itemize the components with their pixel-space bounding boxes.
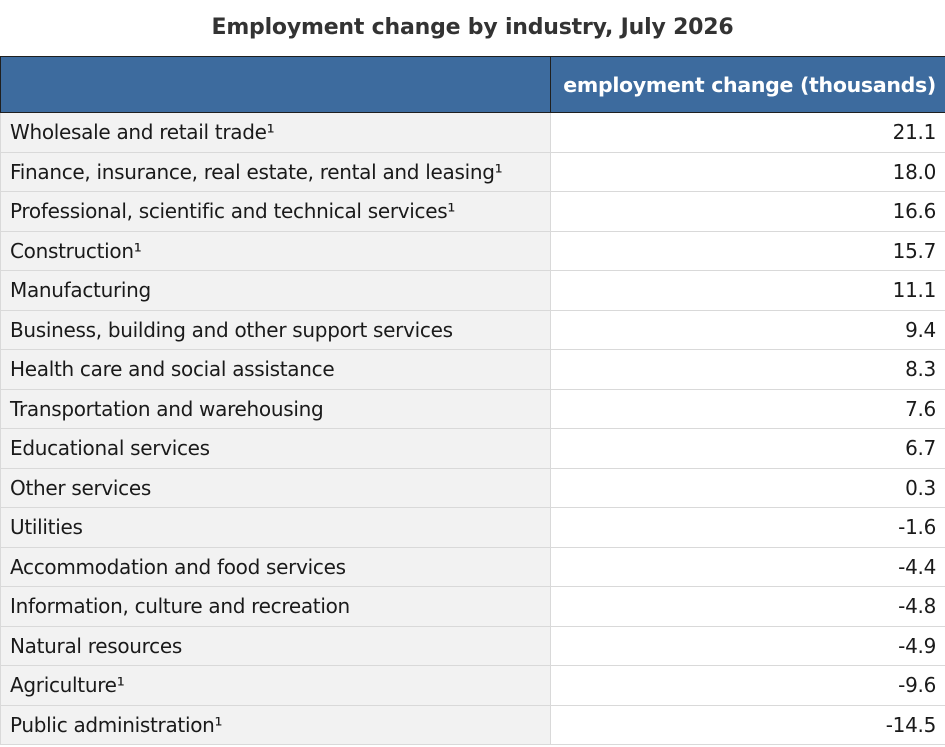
industry-label: Educational services (0, 428, 551, 469)
employment-change-value: -1.6 (550, 507, 945, 548)
table-body: Wholesale and retail trade¹ 21.1 Finance, … (0, 112, 945, 745)
industry-label: Business, building and other support ser… (0, 309, 551, 350)
employment-change-value: 11.1 (550, 270, 945, 311)
table-header: employment change (thousands) (0, 56, 945, 113)
industry-label: Wholesale and retail trade¹ (0, 112, 551, 153)
employment-change-value: 0.3 (550, 467, 945, 508)
chart-title: Employment change by industry, July 2026 (211, 15, 734, 40)
table-row: Professional, scientific and technical s… (0, 191, 945, 232)
table-row: Transportation and warehousing 7.6 (0, 388, 945, 429)
employment-change-value: 18.0 (550, 151, 945, 192)
table-row: Educational services 6.7 (0, 428, 945, 469)
table-row: Health care and social assistance 8.3 (0, 349, 945, 390)
employment-change-value: -14.5 (550, 704, 945, 745)
employment-change-value: -4.9 (550, 625, 945, 666)
employment-change-value: 9.4 (550, 309, 945, 350)
table-row: Construction¹ 15.7 (0, 230, 945, 271)
table-row: Agriculture¹ -9.6 (0, 665, 945, 706)
table-row: Public administration¹ -14.5 (0, 704, 945, 745)
table-row: Utilities -1.6 (0, 507, 945, 548)
employment-change-value: 21.1 (550, 112, 945, 153)
table-row: Wholesale and retail trade¹ 21.1 (0, 112, 945, 153)
employment-change-value: 7.6 (550, 388, 945, 429)
industry-label: Health care and social assistance (0, 349, 551, 390)
employment-change-value: -4.4 (550, 546, 945, 587)
header-row: employment change (thousands) (0, 56, 945, 113)
table-row: Finance, insurance, real estate, rental … (0, 151, 945, 192)
industry-label: Utilities (0, 507, 551, 548)
employment-change-value: 6.7 (550, 428, 945, 469)
industry-label: Other services (0, 467, 551, 508)
employment-change-value: -4.8 (550, 586, 945, 627)
industry-label: Public administration¹ (0, 704, 551, 745)
table-row: Other services 0.3 (0, 467, 945, 508)
employment-change-value: -9.6 (550, 665, 945, 706)
table-row: Accommodation and food services -4.4 (0, 546, 945, 587)
industry-label: Professional, scientific and technical s… (0, 191, 551, 232)
employment-change-value: 15.7 (550, 230, 945, 271)
industry-label: Transportation and warehousing (0, 388, 551, 429)
employment-change-value: 8.3 (550, 349, 945, 390)
industry-label: Accommodation and food services (0, 546, 551, 587)
employment-table: employment change (thousands) Wholesale … (0, 56, 945, 745)
header-label-cell (0, 56, 551, 113)
table-row: Business, building and other support ser… (0, 309, 945, 350)
industry-label: Finance, insurance, real estate, rental … (0, 151, 551, 192)
header-value-cell: employment change (thousands) (550, 56, 945, 113)
industry-label: Information, culture and recreation (0, 586, 551, 627)
industry-label: Manufacturing (0, 270, 551, 311)
table-row: Manufacturing 11.1 (0, 270, 945, 311)
table-row: Natural resources -4.9 (0, 625, 945, 666)
industry-label: Construction¹ (0, 230, 551, 271)
table-row: Information, culture and recreation -4.8 (0, 586, 945, 627)
employment-change-value: 16.6 (550, 191, 945, 232)
industry-label: Agriculture¹ (0, 665, 551, 706)
industry-label: Natural resources (0, 625, 551, 666)
